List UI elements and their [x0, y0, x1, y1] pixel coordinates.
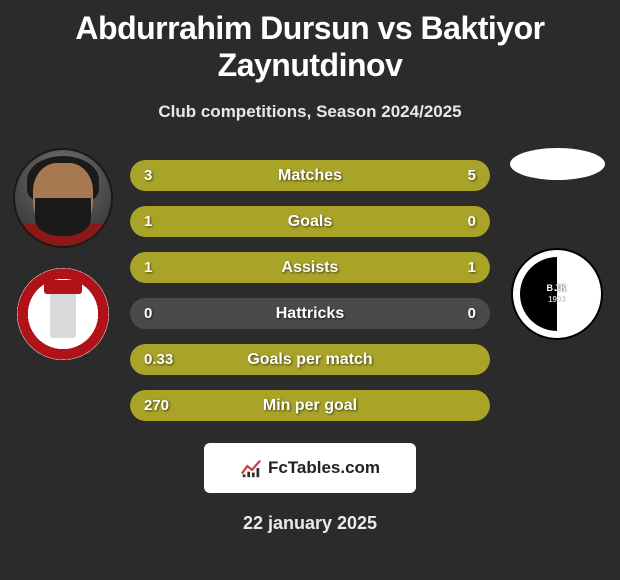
chart-icon [240, 457, 262, 479]
stat-row: 0.33Goals per match [130, 344, 490, 375]
player-avatar-left [13, 148, 113, 248]
main-area: BJK 1903 3Matches51Goals01Assists10Hattr… [0, 160, 620, 534]
stat-label: Assists [130, 252, 490, 283]
stat-row: 1Assists1 [130, 252, 490, 283]
stat-label: Goals per match [130, 344, 490, 375]
club-initials: BJK [546, 284, 567, 293]
footer-label: FcTables.com [268, 458, 380, 478]
club-logo-left [17, 268, 109, 360]
stat-label: Goals [130, 206, 490, 237]
stat-value-right: 5 [468, 160, 476, 191]
date: 22 january 2025 [0, 513, 620, 534]
player-avatar-right [510, 148, 605, 180]
stat-row: 1Goals0 [130, 206, 490, 237]
subtitle: Club competitions, Season 2024/2025 [0, 102, 620, 122]
page-title: Abdurrahim Dursun vs Baktiyor Zaynutdino… [0, 10, 620, 84]
stat-row: 0Hattricks0 [130, 298, 490, 329]
stat-value-right: 0 [468, 298, 476, 329]
stat-value-right: 1 [468, 252, 476, 283]
left-column [8, 148, 118, 360]
club-logo-right: BJK 1903 [511, 248, 603, 340]
stat-row: 270Min per goal [130, 390, 490, 421]
tower-icon [50, 290, 76, 338]
stat-rows: 3Matches51Goals01Assists10Hattricks00.33… [130, 160, 490, 421]
stat-value-right: 0 [468, 206, 476, 237]
right-column: BJK 1903 [502, 148, 612, 340]
stat-label: Min per goal [130, 390, 490, 421]
comparison-card: Abdurrahim Dursun vs Baktiyor Zaynutdino… [0, 0, 620, 534]
club-year: 1903 [548, 295, 566, 304]
stat-label: Hattricks [130, 298, 490, 329]
stat-row: 3Matches5 [130, 160, 490, 191]
stat-label: Matches [130, 160, 490, 191]
footer-tag: FcTables.com [204, 443, 416, 493]
